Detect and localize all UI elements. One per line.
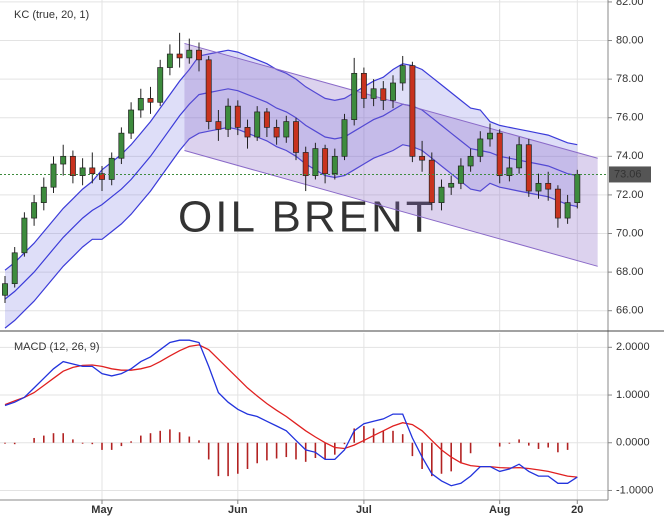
candle-body — [380, 88, 387, 101]
candle-body — [225, 105, 232, 130]
candle-body — [215, 121, 222, 130]
candle-body — [196, 49, 202, 61]
candle-body — [312, 148, 319, 176]
candle-body — [419, 155, 426, 161]
candle-body — [186, 49, 193, 59]
x-tick-label: 20 — [571, 504, 583, 516]
y-tick-label: 0.0000 — [616, 437, 650, 449]
candle-body — [399, 65, 406, 84]
candle-body — [360, 72, 367, 99]
last-price-box — [609, 166, 651, 183]
indicator-label: MACD (12, 26, 9) — [14, 341, 100, 353]
trend-channel-fill — [184, 43, 598, 267]
candle-body — [263, 111, 270, 128]
candle-body — [60, 155, 67, 165]
candle-body — [21, 217, 28, 254]
candle-body — [293, 121, 299, 153]
signal-line — [4, 344, 578, 478]
kc-lower-line — [4, 126, 578, 329]
kc-upper-line — [4, 49, 578, 271]
candle-body — [545, 182, 552, 190]
candle-body — [176, 53, 183, 59]
candle-body — [428, 159, 435, 203]
candle-body — [564, 202, 571, 219]
candle-body — [40, 186, 47, 203]
candle-body — [2, 283, 8, 296]
candle-body — [79, 167, 86, 176]
candle-body — [244, 127, 251, 138]
y-tick-label: 78.00 — [616, 73, 644, 85]
candle-body — [137, 98, 144, 111]
y-tick-label: -1.0000 — [616, 484, 653, 496]
trend-channel-lower — [184, 150, 598, 267]
macd-panel — [0, 333, 608, 500]
candle-body — [157, 67, 164, 103]
candle-body — [496, 132, 503, 176]
candle-body — [128, 109, 135, 134]
candle-body — [487, 132, 493, 140]
x-tick-label: May — [91, 504, 113, 516]
y-tick-label: 80.00 — [616, 34, 644, 46]
candle-body — [370, 88, 377, 99]
price-panel: OIL BRENT — [0, 0, 608, 330]
x-tick-label: Jun — [228, 504, 248, 516]
candle-body — [273, 127, 280, 138]
macd-line — [4, 339, 578, 487]
y-tick-label: 2.0000 — [616, 341, 650, 353]
candle-body — [302, 152, 309, 176]
candle-body — [50, 163, 57, 188]
candle-body — [390, 82, 396, 101]
candle-body — [438, 186, 445, 203]
y-tick-label: 1.0000 — [616, 389, 650, 401]
candle-body — [69, 155, 76, 176]
candle-body — [234, 105, 241, 128]
x-tick-label: Aug — [489, 504, 510, 516]
candle-body — [351, 72, 358, 120]
candle-body — [108, 157, 115, 180]
candle-body — [118, 132, 125, 159]
watermark: OIL BRENT — [178, 193, 436, 242]
y-tick-label: 76.00 — [616, 112, 644, 124]
candle-body — [147, 98, 154, 103]
candle-body — [574, 174, 581, 203]
candle-body — [341, 119, 348, 157]
last-price-label: 73.06 — [614, 168, 642, 180]
y-tick-label: 74.00 — [616, 150, 644, 162]
candle-body — [467, 155, 474, 167]
y-tick-label: 82.00 — [616, 0, 644, 8]
candle-body — [205, 59, 212, 122]
candle-body — [31, 202, 38, 219]
candle-body — [283, 121, 290, 138]
y-tick-label: 70.00 — [616, 227, 644, 239]
candle-body — [409, 65, 416, 157]
candle-body — [89, 167, 96, 175]
indicator-label: KC (true, 20, 1) — [14, 9, 89, 21]
candle-body — [535, 182, 542, 192]
candle-body — [448, 182, 455, 188]
y-tick-label: 66.00 — [616, 305, 644, 317]
candle-body — [525, 144, 532, 192]
y-tick-label: 72.00 — [616, 189, 644, 201]
candle-body — [554, 188, 561, 219]
candle-body — [506, 167, 513, 176]
x-tick-label: Jul — [356, 504, 372, 516]
y-tick-label: 68.00 — [616, 266, 644, 278]
candle-body — [254, 111, 261, 138]
candle-body — [11, 252, 18, 285]
candle-body — [166, 53, 173, 68]
candle-body — [99, 173, 105, 180]
candle-body — [331, 155, 338, 175]
candle-body — [322, 148, 329, 175]
candle-body — [516, 144, 523, 169]
candle-body — [477, 138, 484, 157]
